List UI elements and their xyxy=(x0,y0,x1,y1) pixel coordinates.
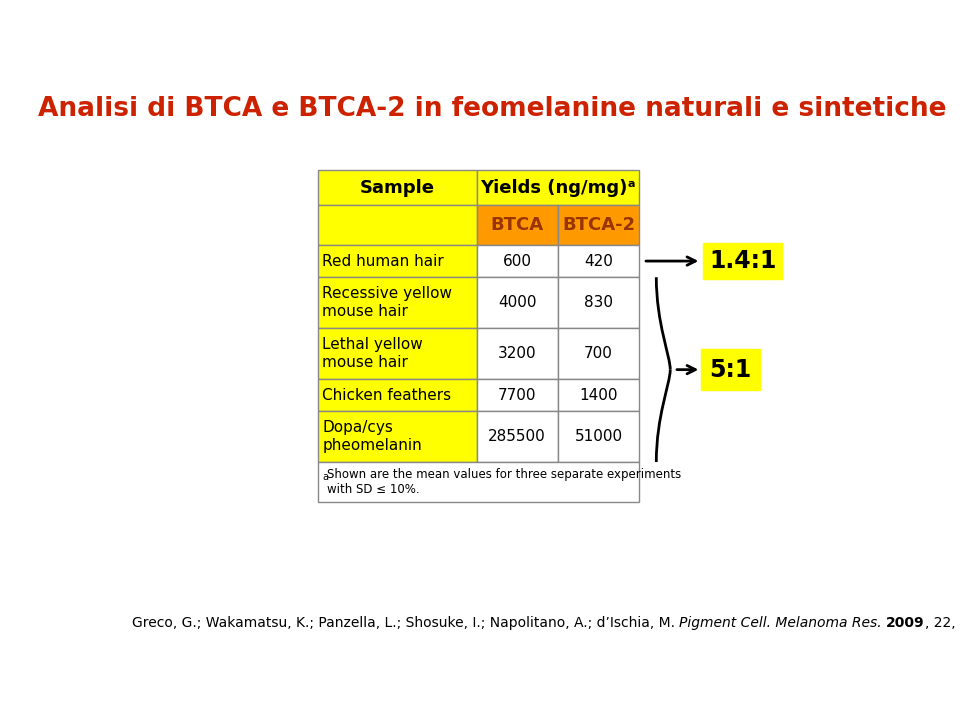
Text: 3200: 3200 xyxy=(498,346,537,361)
Text: Dopa/cys
pheomelanin: Dopa/cys pheomelanin xyxy=(323,421,422,453)
Text: 7700: 7700 xyxy=(498,388,537,403)
Bar xyxy=(318,328,476,379)
Bar xyxy=(318,205,476,245)
Text: Lethal yellow
mouse hair: Lethal yellow mouse hair xyxy=(323,337,423,370)
Bar xyxy=(476,205,558,245)
Text: 5:1: 5:1 xyxy=(709,357,752,382)
Text: 830: 830 xyxy=(584,296,613,310)
Text: Red human hair: Red human hair xyxy=(323,254,444,269)
Text: , 22, 319-327: , 22, 319-327 xyxy=(924,616,960,630)
Text: BTCA: BTCA xyxy=(491,216,543,234)
Bar xyxy=(476,411,558,462)
Text: 285500: 285500 xyxy=(489,429,546,444)
Bar xyxy=(476,328,558,379)
Text: Pigment Cell. Melanoma Res.: Pigment Cell. Melanoma Res. xyxy=(679,616,881,630)
Bar xyxy=(476,379,558,411)
Bar xyxy=(318,278,476,328)
Text: 4000: 4000 xyxy=(498,296,537,310)
Bar xyxy=(318,170,476,205)
Text: Chicken feathers: Chicken feathers xyxy=(323,388,451,403)
Bar xyxy=(318,462,639,502)
Text: 2009: 2009 xyxy=(886,616,924,630)
Text: Yields (ng/mg)ᵃ: Yields (ng/mg)ᵃ xyxy=(480,178,636,196)
Text: Sample: Sample xyxy=(360,178,435,196)
Text: Recessive yellow
mouse hair: Recessive yellow mouse hair xyxy=(323,286,452,319)
Bar xyxy=(558,205,639,245)
Text: BTCA-2: BTCA-2 xyxy=(562,216,636,234)
Text: Analisi di BTCA e BTCA-2 in feomelanine naturali e sintetiche: Analisi di BTCA e BTCA-2 in feomelanine … xyxy=(37,96,947,122)
Bar xyxy=(558,328,639,379)
Bar xyxy=(318,379,476,411)
Bar xyxy=(318,411,476,462)
Bar xyxy=(558,379,639,411)
Bar xyxy=(476,170,639,205)
Text: 600: 600 xyxy=(503,254,532,269)
Text: a: a xyxy=(323,472,328,482)
Text: 1.4:1: 1.4:1 xyxy=(709,249,777,273)
Bar xyxy=(476,278,558,328)
Text: 51000: 51000 xyxy=(574,429,623,444)
Bar xyxy=(318,245,476,278)
Text: 700: 700 xyxy=(584,346,613,361)
Bar xyxy=(476,245,558,278)
Text: Greco, G.; Wakamatsu, K.; Panzella, L.; Shosuke, I.; Napolitano, A.; d’Ischia, M: Greco, G.; Wakamatsu, K.; Panzella, L.; … xyxy=(132,616,679,630)
Bar xyxy=(558,245,639,278)
Text: Shown are the mean values for three separate experiments
with SD ≤ 10%.: Shown are the mean values for three sepa… xyxy=(327,468,682,496)
Text: 1400: 1400 xyxy=(579,388,618,403)
Bar xyxy=(558,278,639,328)
Text: 420: 420 xyxy=(584,254,613,269)
Bar xyxy=(558,411,639,462)
